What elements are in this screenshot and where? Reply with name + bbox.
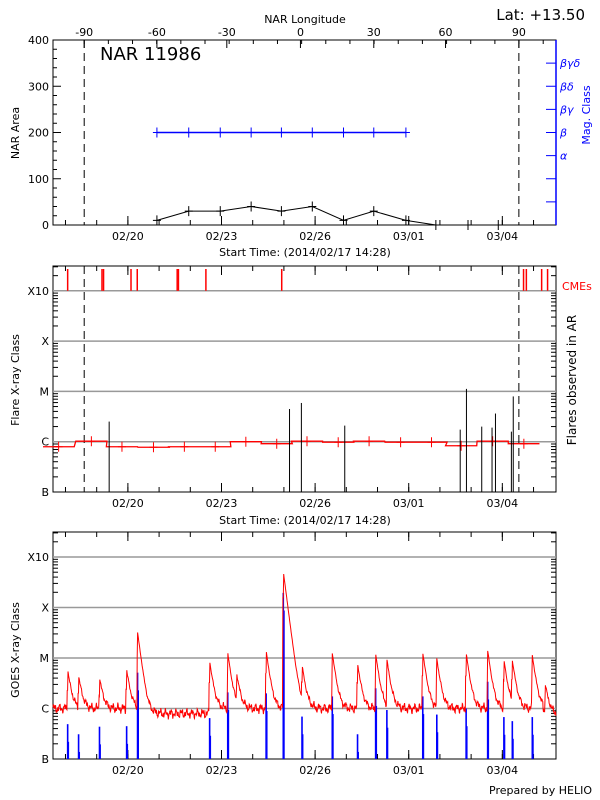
- longitude-tick-label: -90: [75, 26, 93, 39]
- panel-goes: B C M X X10 02/20 02/23 02/26 03/01 03/04: [27, 531, 557, 777]
- class-tick-label: X10: [27, 551, 49, 564]
- nar-area-point: [247, 201, 256, 212]
- panel1-y2label: Mag. Class: [580, 85, 593, 144]
- mag-class-tick-label: β: [559, 127, 567, 140]
- longitude-tick-label: 0: [297, 26, 304, 39]
- nar-area-point: [401, 215, 410, 226]
- mag-class-tick-label: βγδ: [559, 57, 581, 70]
- class-tick-label: B: [41, 753, 49, 766]
- nar-area-point: [184, 206, 193, 217]
- nar-area-point: [494, 220, 503, 230]
- nar-area-point: [464, 220, 473, 230]
- background-flux-point: [180, 441, 189, 452]
- mag-class-point: [369, 127, 378, 138]
- background-flux-line: [43, 440, 540, 448]
- x-tick-label: 02/26: [299, 230, 331, 243]
- x-tick-label: 03/04: [486, 230, 518, 243]
- cme-label: CMEs: [562, 280, 592, 293]
- y-tick-label: 100: [28, 173, 49, 186]
- panel3-frame: [52, 531, 557, 760]
- nar-area-point: [339, 215, 348, 226]
- mag-class-point: [184, 127, 193, 138]
- panel-flares: B C M X X10 02/20 02/23 02/26 03/01 03/04: [27, 265, 557, 510]
- x-tick-label: 03/04: [486, 497, 518, 510]
- panel1-xlabel: Start Time: (2014/02/17 14:28): [219, 246, 391, 259]
- background-flux-point: [87, 436, 96, 447]
- x-tick-label: 02/23: [206, 764, 238, 777]
- class-tick-label: X10: [27, 285, 49, 298]
- x-tick-label: 02/20: [112, 230, 144, 243]
- x-tick-label: 03/01: [393, 497, 425, 510]
- longitude-tick-label: 30: [367, 26, 381, 39]
- nar-area-line: [156, 205, 499, 226]
- background-flux-point: [396, 437, 405, 448]
- longitude-tick-label: 90: [512, 26, 526, 39]
- longitude-tick-label: 60: [439, 26, 453, 39]
- mag-class-point: [401, 127, 410, 138]
- class-tick-label: C: [41, 436, 49, 449]
- background-flux-point: [457, 440, 466, 451]
- background-flux-point: [241, 436, 250, 447]
- class-tick-label: X: [41, 335, 49, 348]
- background-flux-point: [302, 436, 311, 447]
- x-tick-label: 03/01: [393, 230, 425, 243]
- background-flux-point: [149, 442, 158, 453]
- prepared-by-label: Prepared by HELIO: [489, 784, 592, 797]
- top-axis-label: NAR Longitude: [264, 13, 346, 26]
- class-tick-label: C: [41, 703, 49, 716]
- background-flux-point: [519, 438, 528, 449]
- background-flux-point: [211, 441, 220, 452]
- y-tick-label: 0: [42, 219, 49, 232]
- x-tick-label: 02/20: [112, 764, 144, 777]
- class-tick-label: B: [41, 486, 49, 499]
- background-flux-point: [427, 437, 436, 448]
- nar-area-point: [308, 201, 317, 212]
- panel1-ylabel: NAR Area: [9, 107, 22, 159]
- x-tick-label: 03/01: [393, 764, 425, 777]
- nar-area-point: [277, 206, 286, 217]
- nar-area-point: [152, 215, 161, 226]
- y-tick-label: 300: [28, 80, 49, 93]
- mag-class-point: [339, 127, 348, 138]
- goes-long-flux-line: [52, 573, 557, 721]
- latitude-label: Lat: +13.50: [496, 6, 585, 24]
- panel2-xlabel: Start Time: (2014/02/17 14:28): [219, 514, 391, 527]
- longitude-tick-label: -30: [218, 26, 236, 39]
- nar-title: NAR 11986: [100, 44, 201, 65]
- class-tick-label: M: [40, 385, 50, 398]
- y-tick-label: 400: [28, 34, 49, 47]
- mag-class-tick-label: βδ: [559, 80, 574, 93]
- panel2-y2label: Flares observed in AR: [565, 315, 579, 445]
- x-tick-label: 02/26: [299, 764, 331, 777]
- nar-area-point: [216, 206, 225, 217]
- mag-class-tick-label: α: [560, 150, 568, 163]
- longitude-tick-label: -60: [148, 26, 166, 39]
- background-flux-point: [117, 441, 126, 452]
- mag-class-point: [152, 127, 161, 138]
- background-flux-point: [365, 436, 374, 447]
- mag-class-tick-label: βγ: [559, 103, 574, 116]
- background-flux-point: [272, 438, 281, 449]
- x-tick-label: 02/23: [206, 230, 238, 243]
- x-tick-label: 02/23: [206, 497, 238, 510]
- panel3-ylabel: GOES X-ray Class: [9, 602, 22, 698]
- nar-area-point: [369, 206, 378, 217]
- x-tick-label: 02/20: [112, 497, 144, 510]
- background-flux-point: [334, 437, 343, 448]
- x-tick-label: 02/26: [299, 497, 331, 510]
- mag-class-point: [247, 127, 256, 138]
- x-tick-label: 03/04: [486, 764, 518, 777]
- class-tick-label: M: [40, 652, 50, 665]
- class-tick-label: X: [41, 602, 49, 615]
- mag-class-point: [216, 127, 225, 138]
- panel2-ylabel: Flare X-ray Class: [9, 334, 22, 426]
- background-flux-point: [54, 441, 63, 452]
- mag-class-point: [277, 127, 286, 138]
- panel2-frame: [52, 265, 557, 493]
- panel-nar-area: 02/20 02/23 02/26 03/01 03/040100200300400-9…: [28, 26, 581, 243]
- nar-area-point: [431, 220, 440, 230]
- y-tick-label: 200: [28, 127, 49, 140]
- mag-class-point: [308, 127, 317, 138]
